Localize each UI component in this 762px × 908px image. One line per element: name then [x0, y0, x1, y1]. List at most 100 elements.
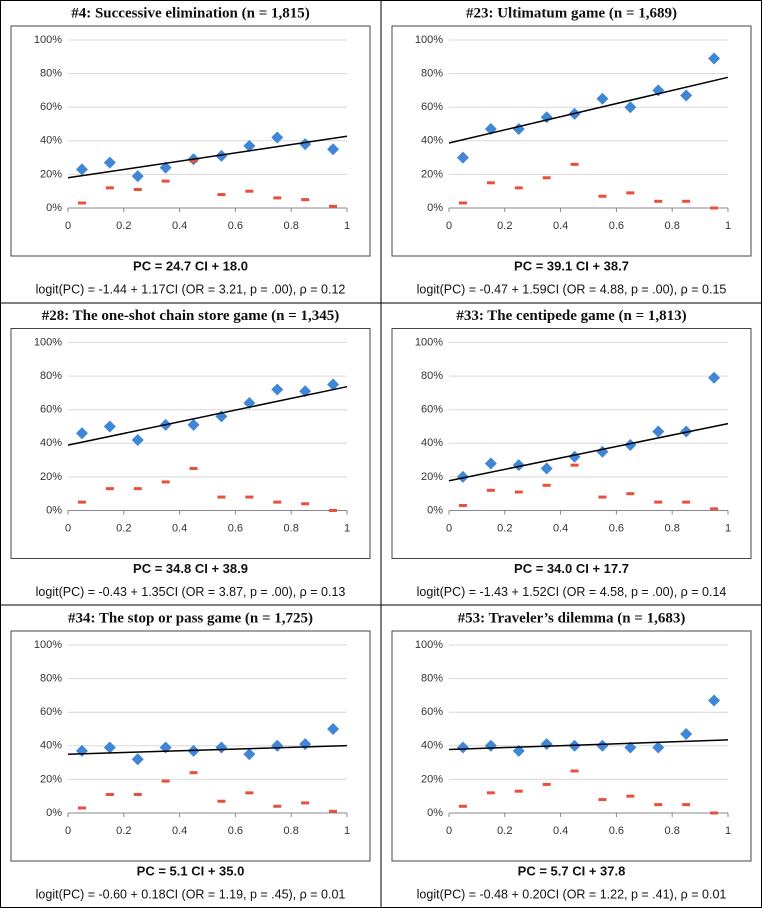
diamond-point [680, 728, 693, 741]
diamond-point [187, 418, 200, 431]
dash-point [217, 193, 226, 197]
logit-model: logit(PC) = -0.43 + 1.35CI (OR = 3.87, p… [36, 585, 346, 599]
diamond-point [456, 470, 469, 483]
diamond-point [299, 738, 312, 751]
diamond-point [215, 149, 228, 162]
y-tick-label: 40% [421, 437, 443, 449]
y-tick-label: 100% [34, 639, 62, 651]
x-tick-label: 0.2 [497, 220, 512, 232]
x-tick-label: 0.2 [497, 522, 512, 534]
dash-point [301, 801, 310, 805]
x-tick-label: 0.4 [172, 825, 187, 837]
x-tick-label: 1 [725, 220, 731, 232]
x-tick-label: 0 [65, 220, 71, 232]
equation: PC = 5.1 CI + 35.0 [137, 863, 245, 878]
logit-model: logit(PC) = -0.47 + 1.59CI (OR = 4.88, p… [417, 282, 727, 296]
diamond-point [708, 694, 721, 707]
logit-model: logit(PC) = -0.48 + 0.20CI (OR = 1.22, p… [417, 887, 727, 901]
y-tick-label: 80% [421, 68, 443, 80]
dash-point [161, 779, 170, 783]
chart-title: #23: Ultimatum game (n = 1,689) [466, 5, 677, 21]
y-tick-label: 40% [40, 135, 62, 147]
y-tick-label: 40% [40, 740, 62, 752]
x-tick-label: 0.2 [116, 825, 131, 837]
y-tick-label: 0% [46, 504, 62, 516]
dash-point [654, 500, 663, 504]
y-tick-label: 40% [40, 437, 62, 449]
dash-point [217, 495, 226, 499]
dash-point [598, 798, 607, 802]
y-tick-label: 20% [40, 471, 62, 483]
dash-point [598, 194, 607, 198]
chart-title: #33: The centipede game (n = 1,813) [456, 308, 686, 324]
trend-line [67, 135, 348, 179]
diamond-point [596, 739, 609, 752]
dash-point [458, 804, 467, 808]
chart-title: #28: The one-shot chain store game (n = … [42, 308, 340, 324]
dash-point [189, 467, 198, 470]
plot-frame [391, 328, 752, 559]
x-tick-label: 0.8 [665, 522, 680, 534]
x-tick-label: 0.2 [116, 220, 131, 232]
dash-point [682, 803, 691, 807]
plot-frame [10, 630, 371, 862]
diamond-point [75, 163, 88, 176]
equation: PC = 34.0 CI + 17.7 [514, 561, 629, 576]
diamond-point [708, 52, 721, 65]
dash-point [105, 186, 114, 190]
diamond-point [708, 371, 721, 384]
diamond-point [271, 383, 284, 396]
logit-model: logit(PC) = -0.60 + 0.18CI (OR = 1.19, p… [36, 887, 346, 901]
x-tick-label: 0.6 [609, 220, 624, 232]
x-tick-label: 0.8 [284, 220, 299, 232]
diamond-point [680, 89, 693, 102]
x-tick-label: 0.6 [228, 522, 243, 534]
y-tick-label: 20% [40, 773, 62, 785]
diamond-point [159, 161, 172, 174]
y-tick-label: 60% [40, 706, 62, 718]
dash-point [682, 500, 691, 504]
dash-point [682, 199, 691, 203]
dash-point [542, 483, 551, 487]
diamond-point [624, 101, 637, 114]
x-tick-label: 0.6 [609, 825, 624, 837]
y-tick-label: 80% [40, 673, 62, 685]
x-tick-label: 1 [725, 522, 731, 534]
dash-point [654, 199, 663, 203]
y-tick-label: 60% [421, 101, 443, 113]
y-tick-label: 0% [46, 807, 62, 819]
x-tick-label: 0.8 [665, 825, 680, 837]
x-tick-label: 0.4 [553, 522, 568, 534]
dash-point [626, 794, 635, 798]
diamond-point [327, 143, 340, 156]
dash-point [514, 186, 523, 190]
dash-point [626, 492, 635, 496]
diamond-point [596, 92, 609, 105]
dash-point [77, 500, 86, 504]
dash-point [514, 789, 523, 793]
dash-point [301, 502, 310, 506]
dash-point [542, 176, 551, 180]
diamond-point [624, 741, 637, 754]
x-tick-label: 1 [725, 825, 731, 837]
dash-point [486, 791, 495, 795]
dash-point [77, 806, 86, 810]
y-tick-label: 40% [421, 135, 443, 147]
dash-point [710, 507, 719, 511]
dash-point [133, 188, 142, 192]
diamond-point [215, 741, 228, 754]
y-tick-label: 0% [46, 202, 62, 214]
x-tick-label: 0.6 [609, 522, 624, 534]
dash-point [245, 495, 254, 499]
equation: PC = 39.1 CI + 38.7 [514, 258, 629, 273]
dash-point [77, 201, 86, 205]
trend-line [67, 744, 348, 755]
y-tick-label: 20% [421, 773, 443, 785]
x-tick-label: 0.4 [172, 220, 187, 232]
x-tick-label: 0.8 [284, 522, 299, 534]
diamond-point [271, 739, 284, 752]
y-tick-label: 80% [40, 68, 62, 80]
y-tick-label: 0% [427, 202, 443, 214]
diamond-point [652, 741, 665, 754]
